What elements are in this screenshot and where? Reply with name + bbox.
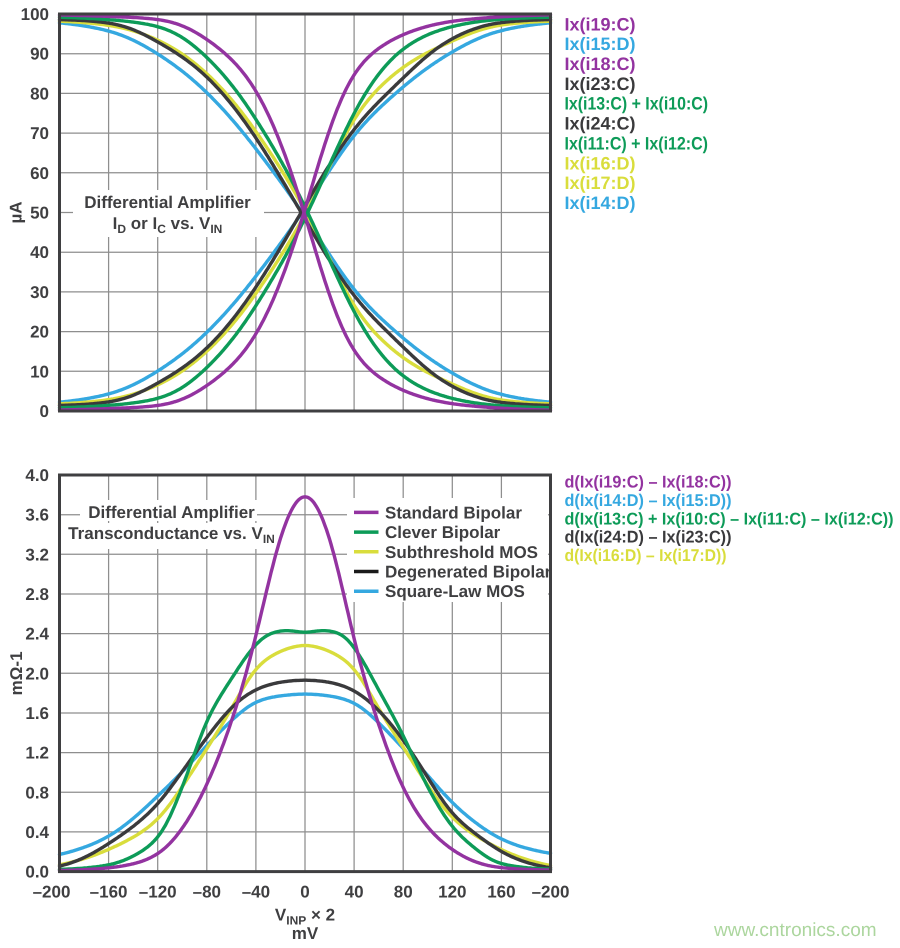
svg-text:0.8: 0.8 xyxy=(25,783,49,802)
svg-text:Ix(i19:C): Ix(i19:C) xyxy=(565,14,636,34)
svg-text:d(Ix(i13:C) + Ix(i10:C) – Ix(i: d(Ix(i13:C) + Ix(i10:C) – Ix(i11:C) – Ix… xyxy=(565,509,894,528)
svg-text:0.0: 0.0 xyxy=(25,863,49,882)
svg-text:100: 100 xyxy=(21,5,49,24)
svg-text:50: 50 xyxy=(30,204,49,223)
svg-text:Ix(i13:C) + Ix(i10:C): Ix(i13:C) + Ix(i10:C) xyxy=(565,94,709,114)
svg-text:Ix(i15:D): Ix(i15:D) xyxy=(565,34,636,54)
svg-text:10: 10 xyxy=(30,362,49,381)
svg-text:Degenerated Bipolar: Degenerated Bipolar xyxy=(385,563,552,582)
svg-text:www.cntronics.com: www.cntronics.com xyxy=(713,920,877,941)
svg-text:–80: –80 xyxy=(193,883,221,902)
svg-text:µA: µA xyxy=(7,201,26,223)
svg-text:1.6: 1.6 xyxy=(25,704,49,723)
svg-text:Ix(i14:D): Ix(i14:D) xyxy=(565,193,636,213)
svg-text:1.2: 1.2 xyxy=(25,744,49,763)
svg-text:0: 0 xyxy=(300,883,309,902)
svg-text:Ix(i16:D): Ix(i16:D) xyxy=(565,153,636,173)
svg-text:4.0: 4.0 xyxy=(25,466,49,485)
svg-text:0: 0 xyxy=(40,402,49,421)
svg-text:–200: –200 xyxy=(33,883,71,902)
svg-text:80: 80 xyxy=(30,84,49,103)
svg-text:90: 90 xyxy=(30,45,49,64)
svg-text:Standard Bipolar: Standard Bipolar xyxy=(385,503,522,522)
svg-text:60: 60 xyxy=(30,164,49,183)
svg-text:Differential Amplifier: Differential Amplifier xyxy=(88,503,255,522)
svg-text:–160: –160 xyxy=(90,883,128,902)
svg-text:2.8: 2.8 xyxy=(25,585,49,604)
svg-text:Transconductance vs. VIN: Transconductance vs. VIN xyxy=(68,524,275,546)
svg-text:30: 30 xyxy=(30,283,49,302)
svg-text:3.6: 3.6 xyxy=(25,506,49,525)
svg-text:Subthreshold MOS: Subthreshold MOS xyxy=(385,543,538,562)
svg-text:80: 80 xyxy=(394,883,413,902)
svg-text:Differential Amplifier: Differential Amplifier xyxy=(84,193,251,212)
svg-text:Ix(i24:C): Ix(i24:C) xyxy=(565,114,636,134)
svg-text:3.2: 3.2 xyxy=(25,545,49,564)
svg-text:ID or IC vs. VIN: ID or IC vs. VIN xyxy=(113,214,223,236)
svg-text:–200: –200 xyxy=(532,883,570,902)
svg-text:Square-Law MOS: Square-Law MOS xyxy=(385,582,525,601)
svg-text:–40: –40 xyxy=(242,883,270,902)
svg-text:mV: mV xyxy=(292,924,319,943)
svg-text:–120: –120 xyxy=(139,883,177,902)
svg-text:70: 70 xyxy=(30,124,49,143)
svg-text:160: 160 xyxy=(487,883,515,902)
svg-text:mΩ-1: mΩ-1 xyxy=(7,651,26,695)
svg-text:120: 120 xyxy=(438,883,466,902)
svg-text:2.4: 2.4 xyxy=(25,625,49,644)
svg-text:d(Ix(i19:C) – Ix(i18:C)): d(Ix(i19:C) – Ix(i18:C)) xyxy=(565,473,732,492)
svg-text:40: 40 xyxy=(345,883,364,902)
svg-text:d(Ix(i24:D) – Ix(i23:C)): d(Ix(i24:D) – Ix(i23:C)) xyxy=(565,528,732,547)
svg-text:Ix(i11:C) + Ix(i12:C): Ix(i11:C) + Ix(i12:C) xyxy=(565,133,709,153)
svg-text:d(Ix(i14:D) – Ix(i15:D)): d(Ix(i14:D) – Ix(i15:D)) xyxy=(565,491,732,510)
svg-text:d(Ix(i16:D) – Ix(i17:D)): d(Ix(i16:D) – Ix(i17:D)) xyxy=(565,546,727,565)
svg-text:0.4: 0.4 xyxy=(25,823,49,842)
svg-text:Ix(i17:D): Ix(i17:D) xyxy=(565,173,636,193)
svg-text:Ix(i18:C): Ix(i18:C) xyxy=(565,54,636,74)
svg-text:20: 20 xyxy=(30,323,49,342)
svg-text:2.0: 2.0 xyxy=(25,664,49,683)
svg-text:Ix(i23:C): Ix(i23:C) xyxy=(565,74,636,94)
svg-text:40: 40 xyxy=(30,243,49,262)
svg-text:Clever Bipolar: Clever Bipolar xyxy=(385,523,501,542)
